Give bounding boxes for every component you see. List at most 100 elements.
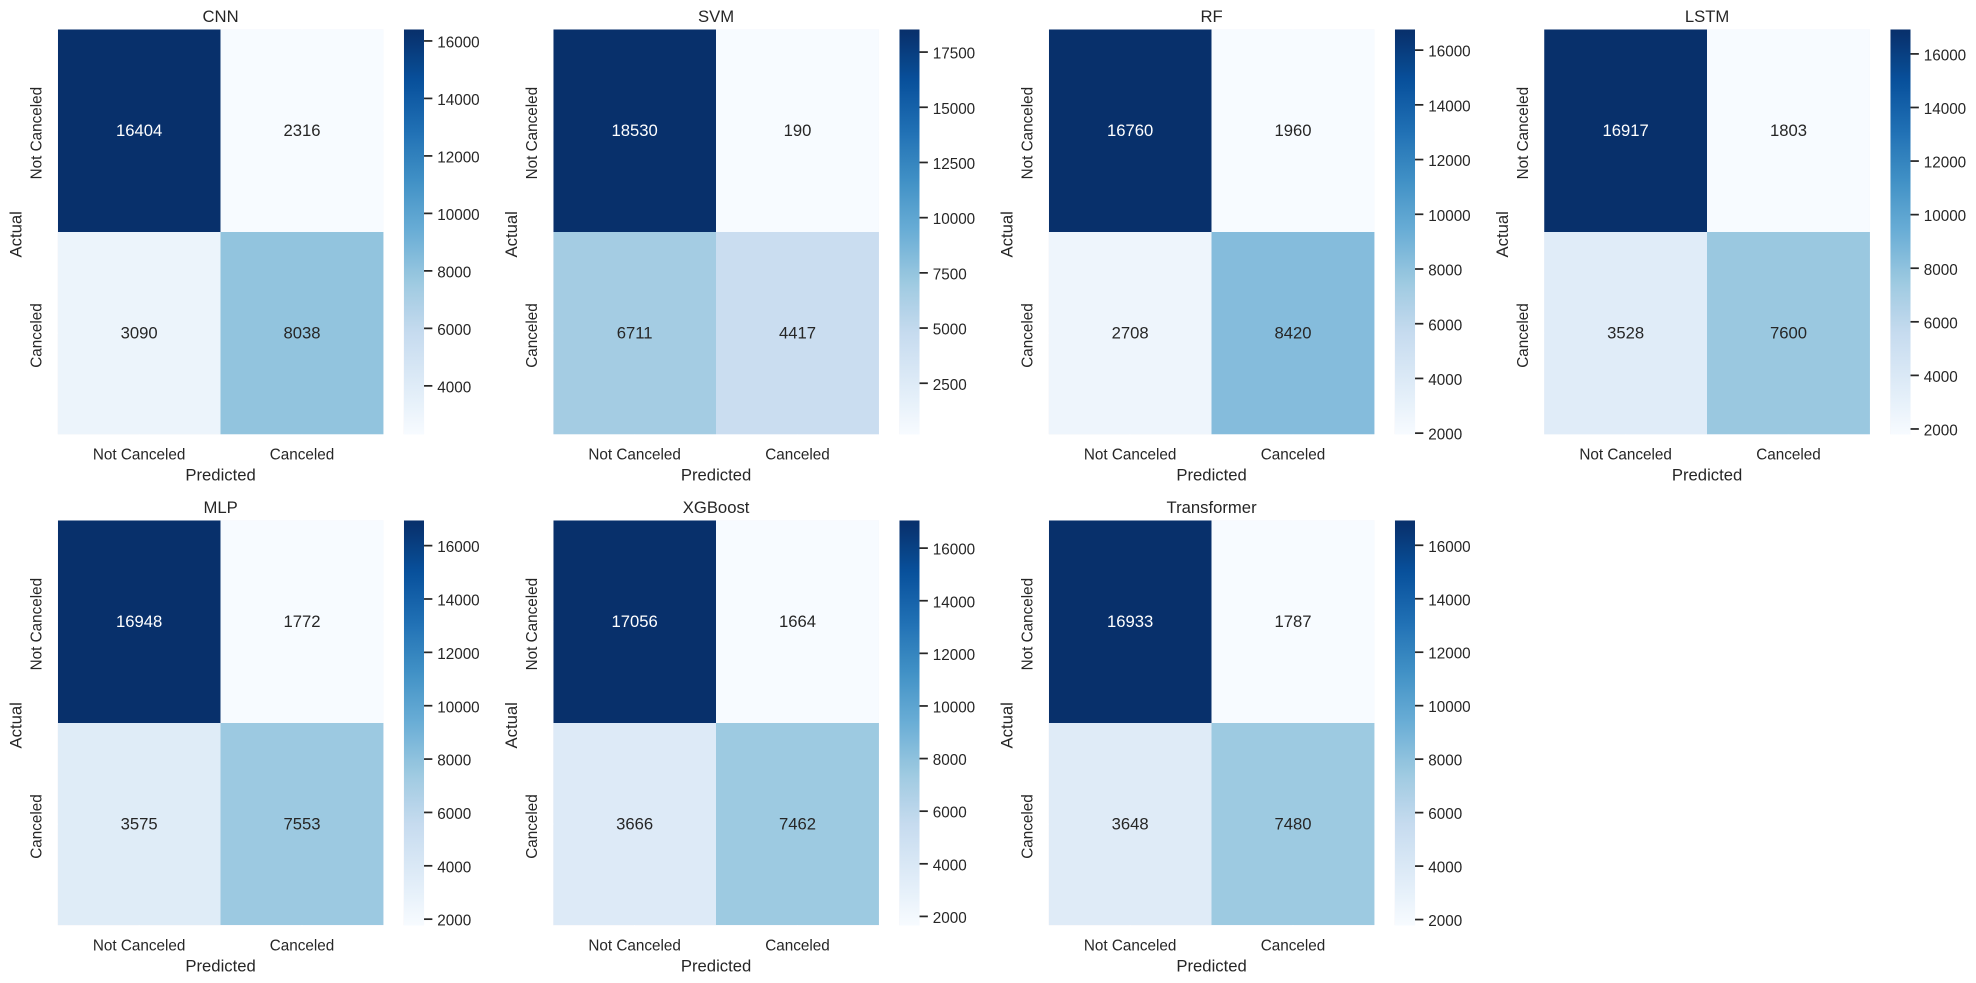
svg-text:12000: 12000 <box>933 647 975 664</box>
svg-text:8000: 8000 <box>437 753 471 770</box>
svg-text:2708: 2708 <box>1112 323 1149 342</box>
svg-text:14000: 14000 <box>437 92 479 109</box>
svg-text:16404: 16404 <box>116 121 162 140</box>
svg-text:7462: 7462 <box>779 814 816 833</box>
svg-text:10000: 10000 <box>437 207 479 224</box>
svg-text:1803: 1803 <box>1770 121 1807 140</box>
svg-text:6000: 6000 <box>1428 806 1462 823</box>
svg-text:Canceled: Canceled <box>1261 447 1326 464</box>
svg-text:8000: 8000 <box>437 264 471 281</box>
svg-text:Canceled: Canceled <box>1261 938 1326 955</box>
svg-text:Predicted: Predicted <box>185 465 255 484</box>
svg-text:Not Canceled: Not Canceled <box>1019 578 1036 671</box>
svg-text:7600: 7600 <box>1770 323 1807 342</box>
svg-text:CNN: CNN <box>203 7 239 26</box>
svg-text:17056: 17056 <box>612 612 658 631</box>
svg-text:15000: 15000 <box>933 101 975 118</box>
svg-text:Canceled: Canceled <box>1756 447 1820 464</box>
svg-text:Canceled: Canceled <box>1019 303 1036 368</box>
svg-text:10000: 10000 <box>933 211 975 228</box>
svg-text:16917: 16917 <box>1603 121 1649 140</box>
svg-text:2000: 2000 <box>437 913 471 930</box>
svg-text:16000: 16000 <box>1428 539 1470 556</box>
svg-text:16000: 16000 <box>1428 44 1470 61</box>
svg-text:7500: 7500 <box>933 266 967 283</box>
svg-text:6000: 6000 <box>1924 315 1958 332</box>
svg-text:Not Canceled: Not Canceled <box>1515 87 1532 180</box>
svg-text:Not Canceled: Not Canceled <box>1019 87 1036 180</box>
svg-text:4000: 4000 <box>1428 372 1462 389</box>
svg-text:Predicted: Predicted <box>681 465 751 484</box>
svg-text:1960: 1960 <box>1274 121 1311 140</box>
svg-text:16760: 16760 <box>1107 121 1153 140</box>
svg-text:7480: 7480 <box>1274 814 1311 833</box>
svg-text:Canceled: Canceled <box>1515 303 1532 368</box>
svg-text:Not Canceled: Not Canceled <box>588 938 681 955</box>
svg-text:Canceled: Canceled <box>1019 794 1036 859</box>
svg-text:LSTM: LSTM <box>1685 7 1729 26</box>
svg-text:6000: 6000 <box>437 322 471 339</box>
svg-text:Not Canceled: Not Canceled <box>1084 938 1177 955</box>
svg-text:4000: 4000 <box>1428 860 1462 877</box>
svg-text:Not Canceled: Not Canceled <box>524 578 541 671</box>
svg-text:16000: 16000 <box>437 34 479 51</box>
svg-text:XGBoost: XGBoost <box>683 498 750 517</box>
svg-text:10000: 10000 <box>933 699 975 716</box>
svg-text:4000: 4000 <box>437 859 471 876</box>
svg-text:16000: 16000 <box>933 542 975 559</box>
svg-text:Predicted: Predicted <box>185 956 255 975</box>
svg-text:10000: 10000 <box>1924 208 1966 225</box>
svg-text:Not Canceled: Not Canceled <box>28 578 45 671</box>
svg-text:4000: 4000 <box>933 857 967 874</box>
svg-text:Actual: Actual <box>502 211 521 257</box>
svg-text:18530: 18530 <box>612 121 658 140</box>
svg-text:4000: 4000 <box>437 379 471 396</box>
svg-text:Predicted: Predicted <box>1672 465 1742 484</box>
svg-text:17500: 17500 <box>933 46 975 63</box>
svg-text:Canceled: Canceled <box>270 938 335 955</box>
svg-text:14000: 14000 <box>933 594 975 611</box>
svg-text:Not Canceled: Not Canceled <box>1084 447 1177 464</box>
svg-text:6000: 6000 <box>933 805 967 822</box>
svg-text:Not Canceled: Not Canceled <box>1579 447 1672 464</box>
svg-text:6711: 6711 <box>617 323 653 342</box>
svg-text:14000: 14000 <box>1428 98 1470 115</box>
svg-text:2316: 2316 <box>283 121 320 140</box>
svg-text:RF: RF <box>1200 7 1222 26</box>
svg-text:Canceled: Canceled <box>524 794 541 859</box>
svg-text:10000: 10000 <box>437 699 479 716</box>
svg-text:Not Canceled: Not Canceled <box>524 87 541 180</box>
svg-text:1787: 1787 <box>1274 612 1311 631</box>
svg-text:Canceled: Canceled <box>28 794 45 859</box>
svg-text:10000: 10000 <box>1428 699 1470 716</box>
svg-text:Actual: Actual <box>502 702 521 748</box>
svg-text:Not Canceled: Not Canceled <box>93 938 186 955</box>
svg-text:2000: 2000 <box>1428 427 1462 444</box>
svg-text:Actual: Actual <box>1493 211 1512 257</box>
svg-text:1772: 1772 <box>283 612 320 631</box>
svg-text:8000: 8000 <box>1924 262 1958 279</box>
svg-text:Canceled: Canceled <box>270 447 335 464</box>
svg-text:16000: 16000 <box>1924 47 1966 64</box>
svg-text:Transformer: Transformer <box>1167 498 1258 517</box>
svg-text:Not Canceled: Not Canceled <box>28 87 45 180</box>
svg-text:6000: 6000 <box>1428 317 1462 334</box>
svg-text:2000: 2000 <box>933 910 967 927</box>
svg-text:2500: 2500 <box>933 377 967 394</box>
svg-text:14000: 14000 <box>1428 592 1470 609</box>
svg-text:10000: 10000 <box>1428 208 1470 225</box>
svg-text:12000: 12000 <box>437 149 479 166</box>
svg-text:12000: 12000 <box>1428 646 1470 663</box>
svg-text:Not Canceled: Not Canceled <box>588 447 681 464</box>
svg-text:4417: 4417 <box>779 323 816 342</box>
svg-text:3090: 3090 <box>121 323 158 342</box>
svg-text:Not Canceled: Not Canceled <box>93 447 186 464</box>
svg-text:8000: 8000 <box>1428 263 1462 280</box>
svg-text:6000: 6000 <box>437 806 471 823</box>
svg-text:Actual: Actual <box>997 702 1016 748</box>
svg-text:12000: 12000 <box>1924 155 1966 172</box>
svg-text:1664: 1664 <box>779 612 816 631</box>
svg-text:12000: 12000 <box>437 646 479 663</box>
svg-text:3528: 3528 <box>1607 323 1644 342</box>
svg-text:8000: 8000 <box>933 752 967 769</box>
